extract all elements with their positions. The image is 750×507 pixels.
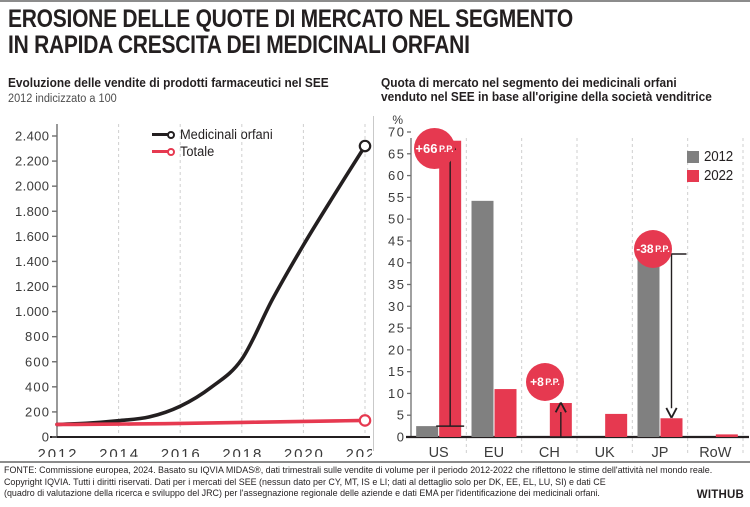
legend-item-medicinali-orfani: Medicinali orfani bbox=[152, 126, 278, 143]
svg-text:800: 800 bbox=[25, 329, 49, 344]
brand-logo-withub: WITHUB bbox=[696, 489, 744, 501]
svg-text:2012: 2012 bbox=[38, 446, 77, 457]
svg-text:2.200: 2.200 bbox=[15, 154, 49, 169]
annotation-badge-ch-unit: P.P. bbox=[545, 377, 560, 387]
bar-chart-svg: % 0 5 10 15 20 25 30 35 40 45 50 55 60 65 70 US EU CH UK JP R… bbox=[388, 113, 749, 457]
line-chart-svg: 0 200 400 600 800 1.000 1.200 1.400 1.600 1.800 2.… bbox=[15, 124, 373, 457]
legend-label-2022: 2022 bbox=[704, 167, 733, 184]
svg-text:2020: 2020 bbox=[284, 446, 323, 457]
legend-line-swatch-dark bbox=[152, 133, 168, 136]
line-chart-panel: 0 200 400 600 800 1.000 1.200 1.400 1.600 1.800 2.… bbox=[0, 112, 372, 457]
svg-text:CH: CH bbox=[539, 445, 560, 457]
legend-marker-red bbox=[167, 147, 175, 156]
top-divider bbox=[0, 0, 750, 2]
svg-text:70: 70 bbox=[388, 125, 404, 140]
annotation-badge-jp-value: -38 bbox=[636, 242, 654, 256]
panel-divider bbox=[373, 116, 374, 451]
annotation-badge-jp-unit: P.P. bbox=[655, 244, 670, 254]
right-chart-title-line-2: venduto nel SEE in base all'origine dell… bbox=[381, 90, 712, 104]
svg-text:55: 55 bbox=[388, 190, 404, 205]
left-chart-subtitle: 2012 indicizzato a 100 bbox=[8, 93, 117, 105]
svg-text:EU: EU bbox=[484, 445, 504, 457]
line-chart-legend: Medicinali orfani Totale bbox=[152, 126, 278, 160]
svg-text:35: 35 bbox=[388, 277, 404, 292]
annotation-badge-us-value: +66 bbox=[415, 141, 438, 156]
svg-text:RoW: RoW bbox=[699, 445, 732, 457]
svg-text:0: 0 bbox=[397, 430, 404, 445]
svg-text:25: 25 bbox=[388, 321, 404, 336]
svg-text:10: 10 bbox=[388, 386, 404, 401]
legend-item-2022: 2022 bbox=[687, 166, 735, 185]
svg-text:600: 600 bbox=[25, 354, 49, 369]
page-title: EROSIONE DELLE QUOTE DI MERCATO NEL SEGM… bbox=[8, 6, 613, 58]
left-chart-title: Evoluzione delle vendite di prodotti far… bbox=[8, 76, 329, 90]
svg-text:200: 200 bbox=[25, 404, 49, 419]
legend-line-swatch-red bbox=[152, 150, 168, 153]
svg-text:2022: 2022 bbox=[346, 446, 373, 457]
headline-line-2: IN RAPIDA CRESCITA DEI MEDICINALI ORFANI bbox=[8, 31, 470, 59]
annotation-badge-us-unit: P.P. bbox=[438, 143, 454, 154]
headline-line-1: EROSIONE DELLE QUOTE DI MERCATO NEL SEGM… bbox=[8, 5, 573, 33]
svg-text:2.000: 2.000 bbox=[15, 179, 49, 194]
svg-text:%: % bbox=[392, 113, 403, 127]
right-chart-title: Quota di mercato nel segmento dei medici… bbox=[381, 76, 712, 104]
svg-text:15: 15 bbox=[388, 364, 404, 379]
bar-chart-legend: 2012 2022 bbox=[687, 147, 735, 185]
svg-text:1.600: 1.600 bbox=[15, 229, 49, 244]
bar-chart-panel: % 0 5 10 15 20 25 30 35 40 45 50 55 60 65 70 US EU CH UK JP R… bbox=[375, 112, 750, 457]
footer-divider bbox=[0, 461, 750, 463]
right-chart-title-line-1: Quota di mercato nel segmento dei medici… bbox=[381, 76, 677, 90]
svg-text:40: 40 bbox=[388, 255, 404, 270]
legend-label-medicinali-orfani: Medicinali orfani bbox=[180, 127, 273, 142]
source-footnote: FONTE: Commissione europea, 2024. Basato… bbox=[4, 465, 713, 500]
annotation-badge-us: +66 P.P. bbox=[414, 128, 455, 169]
svg-text:2016: 2016 bbox=[161, 446, 200, 457]
svg-text:US: US bbox=[429, 445, 449, 457]
legend-swatch-2022 bbox=[687, 169, 699, 182]
svg-text:30: 30 bbox=[388, 299, 404, 314]
svg-text:1.400: 1.400 bbox=[15, 254, 49, 269]
annotation-badge-ch-value: +8 bbox=[530, 375, 544, 389]
legend-label-totale: Totale bbox=[180, 144, 215, 159]
footnote-line-3: (quadro di valutazione della ricerca e s… bbox=[4, 488, 600, 499]
svg-text:1.200: 1.200 bbox=[15, 279, 49, 294]
svg-text:20: 20 bbox=[388, 342, 404, 357]
legend-label-2012: 2012 bbox=[704, 148, 733, 165]
footnote-line-1: FONTE: Commissione europea, 2024. Basato… bbox=[4, 465, 713, 475]
svg-text:5: 5 bbox=[397, 408, 404, 423]
svg-text:2014: 2014 bbox=[99, 446, 138, 457]
annotation-badge-ch: +8 P.P. bbox=[526, 363, 564, 401]
svg-text:45: 45 bbox=[388, 233, 404, 248]
legend-marker-dark bbox=[167, 130, 175, 139]
svg-text:65: 65 bbox=[388, 146, 404, 161]
svg-text:400: 400 bbox=[25, 379, 49, 394]
svg-text:1.800: 1.800 bbox=[15, 204, 49, 219]
svg-text:0: 0 bbox=[42, 430, 49, 445]
svg-text:50: 50 bbox=[388, 212, 404, 227]
legend-swatch-2012 bbox=[687, 150, 699, 163]
footnote-line-2: Copyright IQVIA. Tutti i diritti riserva… bbox=[4, 476, 606, 487]
annotation-badge-jp: -38 P.P. bbox=[634, 230, 672, 268]
svg-text:UK: UK bbox=[595, 445, 615, 457]
svg-text:2.400: 2.400 bbox=[15, 129, 49, 144]
legend-item-totale: Totale bbox=[152, 143, 278, 160]
legend-item-2012: 2012 bbox=[687, 147, 735, 166]
svg-text:2018: 2018 bbox=[222, 446, 261, 457]
svg-text:1.000: 1.000 bbox=[15, 304, 49, 319]
svg-text:JP: JP bbox=[652, 445, 669, 457]
svg-text:60: 60 bbox=[388, 168, 404, 183]
